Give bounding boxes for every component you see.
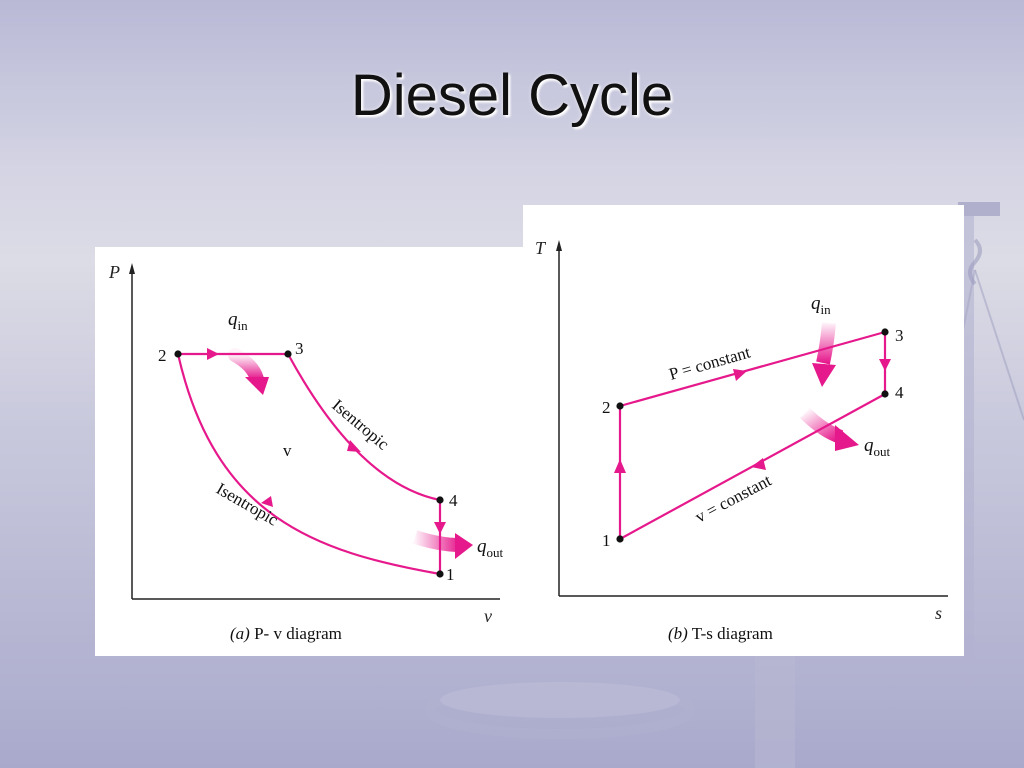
pv-point-2: 2 — [158, 346, 167, 365]
ts-state-points — [616, 328, 889, 543]
pv-isentropic-upper-label: Isentropic — [328, 396, 393, 455]
ts-diagram-panel: T s 1 2 3 4 P = constant — [523, 205, 964, 656]
ts-qout-arrow — [800, 407, 859, 451]
pv-cycle-path — [176, 352, 442, 576]
pv-arrow-3-4 — [347, 440, 361, 452]
pv-center-label: v — [283, 441, 292, 460]
ts-v-constant-label: v = constant — [692, 471, 775, 527]
pv-qout-arrow — [412, 530, 473, 559]
ts-point-4: 4 — [895, 383, 904, 402]
pv-point-1: 1 — [446, 565, 455, 584]
ts-arrow-1-2 — [614, 459, 626, 473]
ts-diagram: T s 1 2 3 4 P = constant — [535, 238, 948, 643]
ts-caption: (b) T-s diagram — [668, 624, 773, 643]
pv-diagram-panel: P v 2 3 4 1 — [95, 247, 533, 656]
ts-x-axis-label: s — [935, 603, 942, 623]
pv-diagram: P v 2 3 4 1 — [108, 262, 504, 643]
pv-qin-label: qin — [228, 309, 248, 333]
pv-arrow-4-1 — [434, 522, 446, 534]
ts-point-3: 3 — [895, 326, 904, 345]
ts-qout-label: qout — [864, 435, 891, 459]
pv-qin-arrow — [228, 348, 269, 395]
ts-arrow-4-1 — [751, 458, 766, 470]
ts-point-1: 1 — [602, 531, 611, 550]
pv-point-4: 4 — [449, 491, 458, 510]
ts-arrow-2-3 — [733, 369, 747, 381]
pv-axes — [129, 263, 500, 600]
ts-p-constant-label: P = constant — [667, 342, 753, 383]
ts-qin-arrow — [812, 322, 836, 387]
pv-arrow-1-2 — [261, 496, 273, 507]
ts-qin-label: qin — [811, 293, 831, 317]
pv-x-axis-label: v — [484, 606, 492, 626]
pv-caption: (a) P- v diagram — [230, 624, 342, 643]
pv-state-points — [174, 350, 444, 578]
pv-arrow-2-3 — [207, 348, 219, 360]
ts-point-2: 2 — [602, 398, 611, 417]
ts-y-axis-label: T — [535, 238, 547, 258]
ts-axes — [556, 240, 948, 597]
slide-title: Diesel Cycle — [350, 63, 674, 128]
pv-point-3: 3 — [295, 339, 304, 358]
pv-qout-label: qout — [477, 536, 504, 560]
pv-y-axis-label: P — [108, 262, 120, 282]
ts-arrow-3-4 — [879, 359, 891, 371]
